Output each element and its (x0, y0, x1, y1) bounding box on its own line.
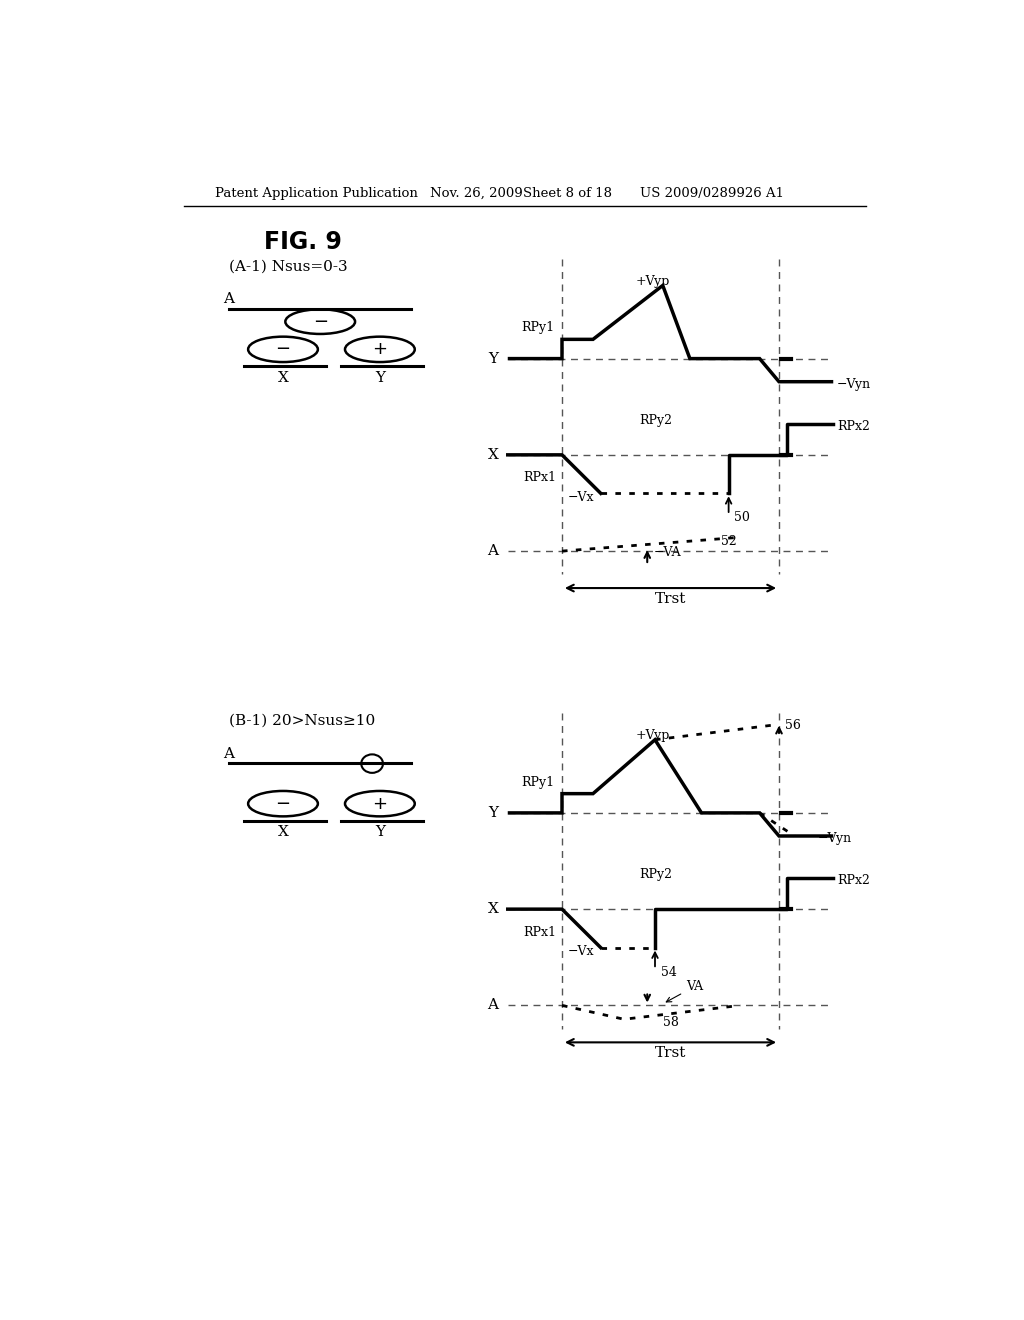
Text: RPx1: RPx1 (523, 471, 556, 484)
Text: −: − (367, 756, 378, 771)
Text: −: − (275, 341, 291, 358)
Text: 58: 58 (663, 1016, 679, 1028)
Text: −Vyn: −Vyn (818, 832, 852, 845)
Text: RPy1: RPy1 (521, 321, 554, 334)
Text: +: + (373, 795, 387, 813)
Text: RPy2: RPy2 (640, 413, 673, 426)
Text: −: − (312, 313, 328, 330)
Text: −Vx: −Vx (568, 491, 595, 504)
Text: VA: VA (667, 979, 703, 1002)
Text: Y: Y (488, 807, 499, 820)
Text: Sheet 8 of 18: Sheet 8 of 18 (523, 186, 612, 199)
Text: 50: 50 (734, 511, 750, 524)
Text: X: X (487, 447, 499, 462)
Text: Trst: Trst (654, 1047, 686, 1060)
Text: 54: 54 (662, 966, 677, 979)
Text: −Vx: −Vx (568, 945, 595, 958)
Text: RPx2: RPx2 (838, 874, 870, 887)
Text: Y: Y (375, 825, 385, 840)
Text: +Vyp: +Vyp (636, 275, 670, 288)
Text: A: A (487, 998, 499, 1012)
Text: A: A (223, 747, 234, 760)
Text: +Vyp: +Vyp (636, 730, 670, 742)
Text: RPy1: RPy1 (521, 776, 554, 788)
Text: X: X (278, 825, 289, 840)
Text: Nov. 26, 2009: Nov. 26, 2009 (430, 186, 523, 199)
Text: A: A (487, 544, 499, 558)
Text: 52: 52 (721, 536, 736, 548)
Text: X: X (278, 371, 289, 385)
Text: 56: 56 (785, 719, 801, 733)
Text: RPx2: RPx2 (838, 420, 870, 433)
Text: −VA: −VA (653, 546, 681, 560)
Text: US 2009/0289926 A1: US 2009/0289926 A1 (640, 186, 783, 199)
Text: Patent Application Publication: Patent Application Publication (215, 186, 418, 199)
Text: (A-1) Nsus=0-3: (A-1) Nsus=0-3 (228, 259, 347, 273)
Text: X: X (487, 902, 499, 916)
Text: FIG. 9: FIG. 9 (263, 230, 341, 253)
Text: −: − (275, 795, 291, 813)
Text: RPy2: RPy2 (640, 869, 673, 880)
Text: A: A (223, 292, 234, 306)
Text: Y: Y (375, 371, 385, 385)
Text: +: + (373, 341, 387, 358)
Text: (B-1) 20>Nsus≥10: (B-1) 20>Nsus≥10 (228, 714, 375, 727)
Text: Trst: Trst (654, 591, 686, 606)
Text: RPx1: RPx1 (523, 925, 556, 939)
Text: −Vyn: −Vyn (838, 378, 871, 391)
Text: Y: Y (488, 351, 499, 366)
